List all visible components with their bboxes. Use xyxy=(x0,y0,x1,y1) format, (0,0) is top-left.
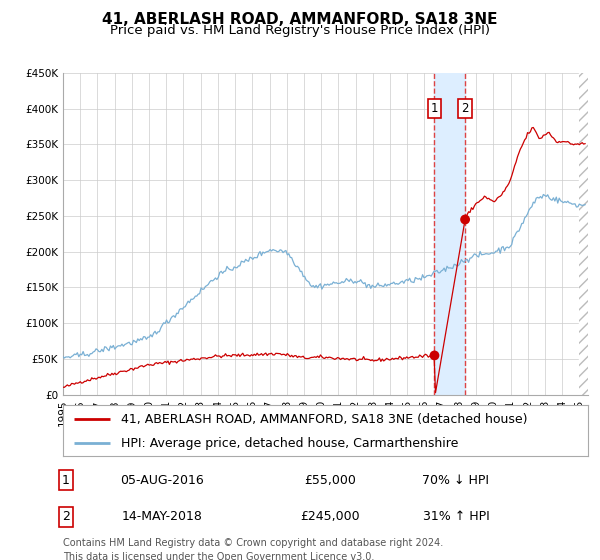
Text: 41, ABERLASH ROAD, AMMANFORD, SA18 3NE (detached house): 41, ABERLASH ROAD, AMMANFORD, SA18 3NE (… xyxy=(121,413,527,426)
Text: This data is licensed under the Open Government Licence v3.0.: This data is licensed under the Open Gov… xyxy=(63,552,374,560)
Text: 2: 2 xyxy=(461,102,469,115)
Text: Price paid vs. HM Land Registry's House Price Index (HPI): Price paid vs. HM Land Registry's House … xyxy=(110,24,490,37)
Text: 05-AUG-2016: 05-AUG-2016 xyxy=(120,474,204,487)
Point xyxy=(430,351,439,360)
Point xyxy=(460,215,470,224)
Text: HPI: Average price, detached house, Carmarthenshire: HPI: Average price, detached house, Carm… xyxy=(121,436,458,450)
Text: 1: 1 xyxy=(431,102,438,115)
Text: 2: 2 xyxy=(62,510,70,523)
Bar xyxy=(580,73,596,395)
Text: 31% ↑ HPI: 31% ↑ HPI xyxy=(422,510,490,523)
Text: 41, ABERLASH ROAD, AMMANFORD, SA18 3NE: 41, ABERLASH ROAD, AMMANFORD, SA18 3NE xyxy=(102,12,498,27)
Text: 70% ↓ HPI: 70% ↓ HPI xyxy=(422,474,490,487)
Text: 1: 1 xyxy=(62,474,70,487)
Text: £55,000: £55,000 xyxy=(304,474,356,487)
Bar xyxy=(434,73,465,395)
Text: Contains HM Land Registry data © Crown copyright and database right 2024.: Contains HM Land Registry data © Crown c… xyxy=(63,538,443,548)
Bar xyxy=(580,73,596,395)
Text: £245,000: £245,000 xyxy=(300,510,360,523)
Text: 14-MAY-2018: 14-MAY-2018 xyxy=(122,510,202,523)
